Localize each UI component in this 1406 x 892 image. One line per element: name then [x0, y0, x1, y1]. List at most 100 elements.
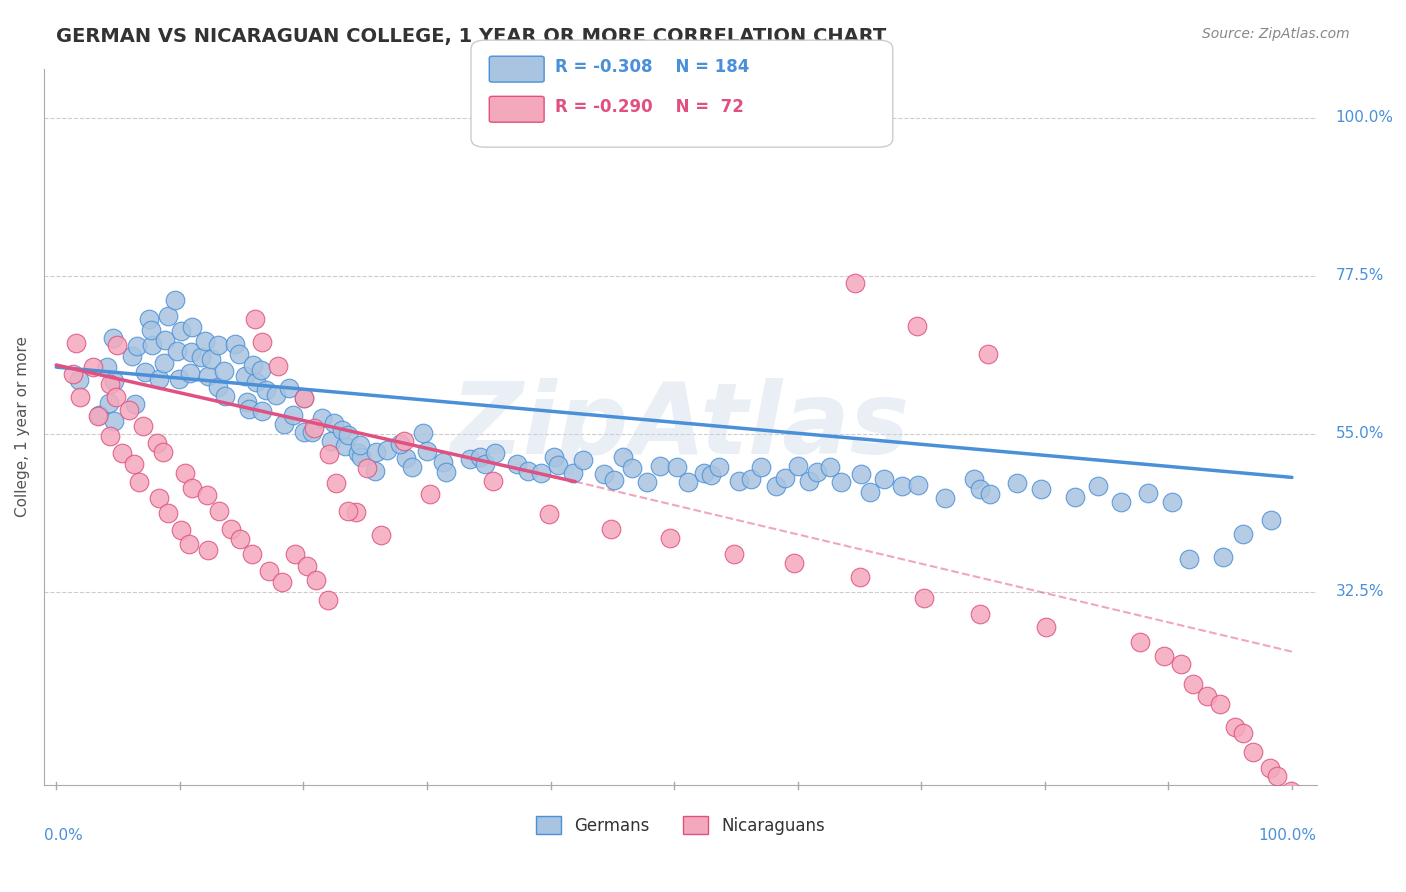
Point	[412, 426, 434, 441]
Point	[1232, 527, 1254, 541]
Point	[170, 523, 193, 537]
Point	[707, 459, 730, 474]
Point	[350, 450, 373, 464]
Point	[194, 334, 217, 348]
Point	[208, 504, 231, 518]
Point	[356, 460, 378, 475]
Point	[394, 434, 416, 448]
Point	[1232, 726, 1254, 740]
Text: 0.0%: 0.0%	[44, 828, 83, 843]
Point	[337, 504, 360, 518]
Point	[141, 337, 163, 351]
Text: R = -0.308    N = 184: R = -0.308 N = 184	[555, 58, 749, 76]
Point	[316, 593, 339, 607]
Point	[572, 453, 595, 467]
Point	[243, 312, 266, 326]
Point	[125, 338, 148, 352]
Point	[156, 309, 179, 323]
Point	[121, 350, 143, 364]
Point	[177, 537, 200, 551]
Point	[322, 416, 344, 430]
Point	[1109, 494, 1132, 508]
Point	[321, 434, 343, 448]
Point	[740, 472, 762, 486]
Point	[1087, 479, 1109, 493]
Point	[543, 450, 565, 465]
Point	[229, 533, 252, 547]
Point	[849, 467, 872, 481]
Point	[1035, 620, 1057, 634]
Point	[65, 336, 87, 351]
Point	[873, 472, 896, 486]
Point	[148, 372, 170, 386]
Point	[389, 436, 412, 450]
Point	[167, 372, 190, 386]
Point	[330, 424, 353, 438]
Point	[468, 450, 491, 465]
Text: 55.0%: 55.0%	[1336, 426, 1384, 442]
Point	[1258, 761, 1281, 775]
Point	[676, 475, 699, 489]
Point	[1260, 513, 1282, 527]
Point	[335, 439, 357, 453]
Point	[138, 311, 160, 326]
Point	[1223, 720, 1246, 734]
Point	[197, 542, 219, 557]
Point	[912, 591, 935, 606]
Point	[128, 475, 150, 490]
Point	[1212, 549, 1234, 564]
Point	[458, 452, 481, 467]
Point	[132, 418, 155, 433]
Point	[264, 388, 287, 402]
Point	[292, 391, 315, 405]
Point	[207, 380, 229, 394]
Point	[87, 408, 110, 422]
Point	[1153, 648, 1175, 663]
Point	[364, 464, 387, 478]
Point	[858, 484, 880, 499]
Point	[152, 356, 174, 370]
Point	[1279, 784, 1302, 798]
Point	[517, 464, 540, 478]
Point	[249, 363, 271, 377]
Point	[236, 394, 259, 409]
Point	[305, 573, 328, 587]
Point	[1241, 745, 1264, 759]
Point	[1128, 635, 1150, 649]
Legend: Germans, Nicaraguans: Germans, Nicaraguans	[529, 810, 831, 841]
Point	[98, 429, 121, 443]
Point	[250, 404, 273, 418]
Text: 32.5%: 32.5%	[1336, 584, 1385, 599]
Point	[436, 465, 458, 479]
Point	[267, 359, 290, 374]
Point	[82, 359, 104, 374]
Point	[86, 409, 108, 423]
Point	[117, 403, 139, 417]
Text: 100.0%: 100.0%	[1336, 111, 1393, 125]
Point	[250, 334, 273, 349]
Point	[375, 443, 398, 458]
Point	[228, 346, 250, 360]
Point	[254, 383, 277, 397]
Point	[773, 471, 796, 485]
Point	[69, 390, 91, 404]
Point	[62, 368, 84, 382]
Point	[612, 450, 634, 465]
Y-axis label: College, 1 year or more: College, 1 year or more	[15, 336, 30, 517]
Point	[98, 377, 121, 392]
Point	[197, 369, 219, 384]
Point	[765, 479, 787, 493]
Point	[797, 475, 820, 489]
Point	[105, 390, 128, 404]
Point	[751, 459, 773, 474]
Point	[474, 458, 496, 472]
Point	[281, 408, 304, 422]
Point	[240, 547, 263, 561]
Point	[173, 466, 195, 480]
Point	[366, 445, 388, 459]
Point	[284, 547, 307, 561]
Point	[166, 344, 188, 359]
Point	[1161, 495, 1184, 509]
Point	[148, 491, 170, 505]
Point	[170, 324, 193, 338]
